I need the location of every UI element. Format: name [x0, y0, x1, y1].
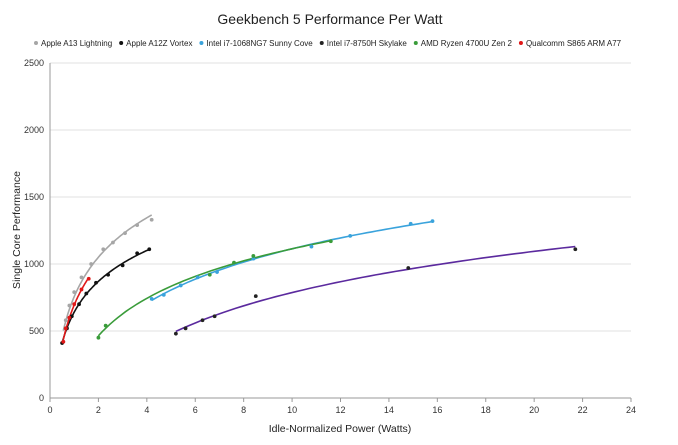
legend-item: Apple A12Z Vortex [119, 39, 192, 48]
legend-label: Apple A13 Lightning [41, 39, 112, 48]
x-tick-label: 12 [335, 405, 345, 415]
x-tick-label: 10 [287, 405, 297, 415]
legend-label: AMD Ryzen 4700U Zen 2 [421, 39, 513, 48]
trendline-series-3 [175, 245, 576, 333]
data-point-series-2 [195, 275, 200, 280]
data-point-series-2 [348, 233, 353, 238]
data-point-series-0 [67, 303, 72, 308]
data-point-series-2 [215, 270, 219, 274]
data-point-series-1 [106, 272, 110, 277]
chart-title: Geekbench 5 Performance Per Watt [217, 11, 442, 27]
data-point-series-2 [430, 219, 435, 224]
x-tick-labels: 0 2 4 6 8 10 12 14 16 18 20 22 24 [47, 398, 636, 415]
data-point-series-0 [89, 262, 94, 266]
data-point-series-0 [123, 231, 127, 236]
x-tick-label: 0 [47, 405, 52, 415]
legend-marker [319, 41, 324, 45]
data-point-series-4 [251, 254, 256, 258]
data-point-series-5 [86, 276, 91, 281]
data-point-series-4 [232, 260, 236, 265]
data-point-series-2 [408, 221, 413, 226]
data-points [60, 217, 578, 345]
x-tick-label: 4 [144, 405, 149, 415]
data-point-series-5 [72, 302, 77, 307]
legend: Apple A13 Lightning Apple A12Z Vortex Inte… [34, 39, 622, 48]
legend-item: Apple A13 Lightning [34, 39, 112, 48]
data-point-series-3 [406, 266, 411, 270]
data-point-series-1 [120, 263, 125, 268]
x-tick-label: 8 [241, 405, 246, 415]
x-tick-label: 18 [481, 405, 491, 415]
trendline-series-1 [61, 248, 150, 344]
x-tick-label: 2 [96, 405, 101, 415]
x-tick-label: 22 [578, 405, 588, 415]
legend-item: AMD Ryzen 4700U Zen 2 [413, 39, 513, 48]
legend-label: Qualcomm S865 ARM A77 [526, 39, 622, 48]
y-tick-label: 1500 [24, 192, 44, 202]
data-point-series-1 [94, 280, 98, 285]
data-point-series-4 [103, 323, 108, 328]
data-point-series-0 [63, 318, 68, 323]
data-point-series-3 [173, 331, 178, 336]
data-point-series-4 [96, 335, 101, 340]
y-tick-label: 500 [29, 326, 44, 336]
data-point-series-1 [77, 302, 81, 307]
data-point-series-0 [111, 240, 115, 245]
trendline-series-4 [97, 240, 331, 337]
legend-item: Qualcomm S865 ARM A77 [518, 39, 622, 48]
data-point-series-0 [149, 217, 154, 222]
legend-marker [413, 41, 418, 45]
data-point-series-4 [207, 272, 212, 277]
legend-marker [34, 41, 38, 45]
axes [49, 63, 631, 399]
legend-marker [119, 41, 124, 45]
y-tick-label: 2000 [24, 125, 44, 135]
data-point-series-3 [212, 314, 217, 319]
legend-label: Intel i7-8750H Skylake [327, 39, 408, 48]
data-point-series-0 [72, 290, 77, 295]
data-point-series-5 [67, 315, 72, 320]
data-point-series-2 [309, 244, 314, 249]
data-point-series-2 [161, 292, 166, 297]
x-tick-label: 16 [432, 405, 442, 415]
data-point-series-3 [200, 318, 205, 323]
y-axis-label: Single Core Performance [11, 171, 23, 289]
data-point-series-4 [328, 239, 333, 244]
data-point-series-0 [135, 223, 140, 228]
data-point-series-3 [573, 247, 578, 252]
trendlines [61, 214, 576, 344]
data-point-series-2 [149, 296, 154, 301]
legend-label: Intel i7-1068NG7 Sunny Cove [206, 39, 313, 48]
data-point-series-5 [79, 287, 84, 292]
legend-marker [199, 41, 204, 45]
y-tick-labels: 0 500 1000 1500 2000 2500 [24, 58, 44, 403]
data-point-series-0 [101, 247, 106, 252]
legend-marker [518, 41, 523, 45]
legend-item: Intel i7-8750H Skylake [319, 39, 408, 48]
data-point-series-3 [253, 294, 258, 299]
legend-label: Apple A12Z Vortex [126, 39, 192, 48]
data-point-series-0 [79, 275, 84, 280]
data-point-series-1 [84, 291, 89, 296]
x-tick-label: 24 [626, 405, 636, 415]
data-point-series-5 [63, 326, 68, 331]
y-tick-label: 2500 [24, 58, 44, 68]
legend-item: Intel i7-1068NG7 Sunny Cove [199, 39, 313, 48]
trendline-series-2 [151, 220, 433, 302]
x-tick-label: 20 [529, 405, 539, 415]
data-point-series-1 [135, 251, 140, 256]
trendline-series-5 [62, 277, 90, 340]
y-tick-label: 0 [39, 393, 44, 403]
x-axis-label: Idle-Normalized Power (Watts) [269, 423, 412, 435]
y-tick-label: 1000 [24, 259, 44, 269]
x-tick-label: 6 [193, 405, 198, 415]
x-tick-label: 14 [384, 405, 394, 415]
data-point-series-3 [183, 326, 188, 331]
gridlines [50, 62, 631, 332]
data-point-series-2 [178, 283, 183, 288]
data-point-series-5 [61, 339, 66, 344]
data-point-series-2 [251, 256, 256, 261]
data-point-series-1 [147, 247, 152, 252]
